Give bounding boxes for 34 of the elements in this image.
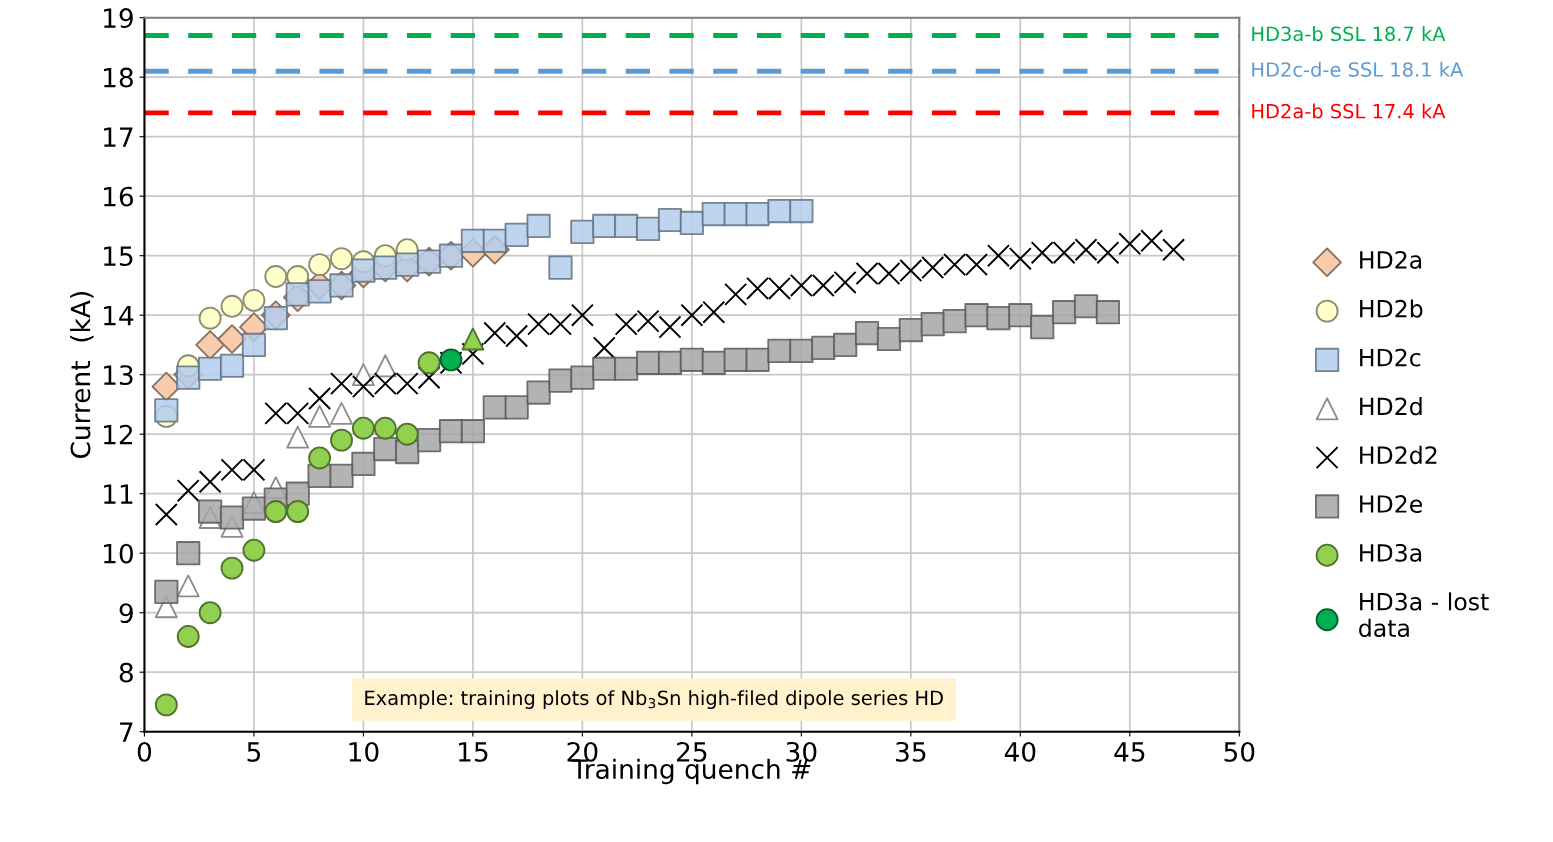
y-tick-label: 17 [104, 127, 133, 147]
y-axis-title: Current (kA) [70, 292, 94, 459]
ref-line-label: HD2a-b SSL 17.4 kA [1252, 103, 1446, 119]
legend-label: HD2e [1360, 495, 1423, 513]
annotation: Example: training plots of Nb$_{3}$Sn high-filed dipole series HD [365, 690, 943, 709]
y-tick-label: 18 [104, 67, 133, 88]
legend-label: HD3a - lost data [1359, 592, 1489, 638]
x-tick-label: 50 [1224, 741, 1255, 762]
y-tick-label: 15 [104, 246, 133, 267]
y-tick-label: 13 [104, 365, 133, 386]
ref-line-label: HD2c-d-e SSL 18.1 kA [1252, 61, 1464, 77]
y-tick-label: 9 [119, 603, 133, 624]
x-tick-label: 10 [349, 741, 379, 762]
legend-label: HD2a [1360, 250, 1422, 269]
legend-label: HD2d [1360, 397, 1422, 416]
x-tick-label: 15 [459, 742, 488, 762]
y-tick-label: 8 [119, 662, 133, 683]
y-tick-label: 11 [104, 484, 133, 504]
x-tick-label: 35 [896, 741, 926, 762]
y-tick-label: 7 [120, 722, 133, 742]
y-tick-label: 10 [104, 543, 133, 564]
legend-label: HD2b [1360, 299, 1423, 318]
legend-label: HD2c [1360, 348, 1421, 367]
y-tick-label: 19 [104, 8, 133, 29]
x-tick-label: 0 [137, 741, 152, 762]
legend-label: HD2d2 [1360, 445, 1437, 465]
x-tick-label: 45 [1114, 742, 1145, 762]
ref-line-label: HD3a-b SSL 18.7 kA [1252, 26, 1446, 42]
y-tick-label: 16 [104, 186, 134, 207]
y-tick-label: 12 [104, 424, 133, 445]
legend-label: HD3a [1360, 543, 1422, 562]
x-tick-label: 40 [1004, 741, 1036, 762]
x-tick-label: 5 [247, 742, 261, 762]
y-tick-label: 14 [104, 305, 134, 326]
